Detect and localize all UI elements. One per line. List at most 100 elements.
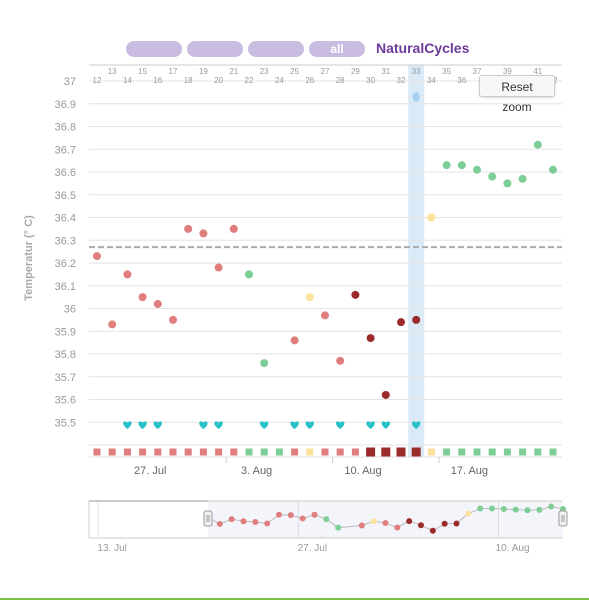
y-tick-label: 36.4 [55, 213, 76, 225]
range-button-3[interactable] [248, 41, 304, 57]
intercourse-heart-icon [336, 421, 345, 429]
day-status-marker [534, 448, 542, 456]
intercourse-heart-icon [260, 421, 269, 429]
intercourse-heart-icon [199, 421, 208, 429]
intercourse-heart-icon [138, 421, 147, 429]
navigator-point [489, 505, 495, 512]
navigator-point [548, 503, 555, 510]
cycle-day-label: 30 [366, 76, 375, 85]
day-status-marker [306, 448, 314, 456]
temperature-point [321, 311, 329, 320]
cycle-day-label: 17 [169, 67, 178, 76]
date-label: 3. Aug [241, 465, 272, 477]
cycle-day-label: 33 [412, 67, 421, 76]
cycle-day-label: 20 [214, 76, 223, 85]
intercourse-heart-icon [381, 421, 390, 429]
navigator-point [216, 520, 223, 527]
day-status-marker [184, 448, 192, 456]
range-button-2[interactable] [187, 41, 243, 57]
temperature-point [138, 293, 147, 302]
navigator-point [512, 506, 519, 513]
reset-zoom-button[interactable]: Reset zoom [479, 75, 555, 114]
navigator-point [560, 505, 566, 512]
navigator-handle-right[interactable] [558, 510, 568, 527]
intercourse-heart-icon [366, 421, 375, 429]
y-tick-label: 36.7 [55, 144, 76, 156]
intercourse-heart-icon [153, 421, 162, 429]
y-tick-label: 37 [64, 76, 76, 88]
day-status-marker [108, 448, 116, 456]
y-tick-label: 36.6 [55, 167, 76, 179]
navigator-point [358, 522, 365, 529]
y-tick-label: 36 [64, 304, 76, 316]
y-tick-label: 35.7 [55, 372, 76, 384]
cycle-day-label: 35 [442, 67, 451, 76]
navigator-point [465, 510, 472, 517]
range-button-all[interactable]: all [309, 41, 365, 57]
navigator-point [299, 515, 306, 522]
navigator-date-label: 27. Jul [298, 543, 327, 554]
temperature-point [518, 174, 527, 183]
day-status-marker [199, 448, 207, 456]
navigator-point [264, 520, 271, 527]
temperature-point [229, 224, 238, 233]
temperature-point [427, 213, 436, 222]
cycle-day-label: 22 [245, 76, 254, 85]
cycle-day-label: 26 [305, 76, 314, 85]
day-status-marker [427, 448, 435, 456]
navigator-point [370, 518, 377, 525]
cycle-day-label: 16 [153, 76, 162, 85]
day-status-marker [321, 448, 329, 456]
day-status-marker [503, 448, 511, 456]
y-tick-label: 36.3 [55, 235, 76, 247]
cycle-day-label: 13 [108, 67, 117, 76]
day-status-marker [488, 448, 496, 456]
temperature-point [412, 315, 421, 324]
navigator-handle-left[interactable] [203, 510, 213, 527]
cycle-day-label: 32 [397, 76, 406, 85]
navigator-point [228, 516, 235, 523]
day-status-marker [123, 448, 131, 456]
navigator-point [394, 524, 401, 531]
navigator-point [311, 511, 318, 518]
temperature-point [549, 165, 557, 174]
y-tick-label: 36.9 [55, 99, 76, 111]
highlight-band [408, 65, 425, 457]
cycle-day-label: 23 [260, 67, 269, 76]
cycle-day-label: 15 [138, 67, 147, 76]
range-button-1[interactable] [126, 41, 182, 57]
y-tick-label: 36.5 [55, 190, 76, 202]
temperature-point [184, 224, 193, 233]
temperature-point [290, 336, 299, 345]
cycle-day-label: 25 [290, 67, 299, 76]
intercourse-heart-icon [412, 421, 421, 429]
cycle-day-label: 37 [473, 67, 482, 76]
temperature-point [533, 140, 542, 149]
temperature-point [245, 270, 253, 279]
navigator-point [477, 505, 484, 512]
cycle-day-label: 19 [199, 67, 208, 76]
temperature-point [108, 320, 117, 329]
day-status-marker [169, 448, 177, 456]
temperature-point [503, 179, 512, 188]
day-status-marker [473, 448, 481, 456]
date-label: 10. Aug [344, 465, 381, 477]
temperature-point [214, 263, 223, 272]
intercourse-heart-icon [305, 421, 314, 429]
y-tick-label: 36.8 [55, 122, 76, 134]
temperature-point [381, 390, 390, 399]
day-status-marker [260, 448, 268, 456]
day-status-marker [458, 448, 466, 456]
cycle-day-label: 39 [503, 67, 512, 76]
navigator-point [524, 507, 531, 514]
navigator-date-label: 10. Aug [496, 543, 530, 554]
navigator-point [500, 505, 507, 512]
date-label: 27. Jul [134, 465, 166, 477]
day-status-marker [366, 447, 376, 457]
day-status-marker [519, 448, 527, 456]
day-status-marker [215, 448, 223, 456]
navigator-point [335, 524, 342, 531]
y-tick-label: 35.6 [55, 395, 76, 407]
day-status-marker [336, 448, 344, 456]
temperature-point [260, 359, 269, 368]
